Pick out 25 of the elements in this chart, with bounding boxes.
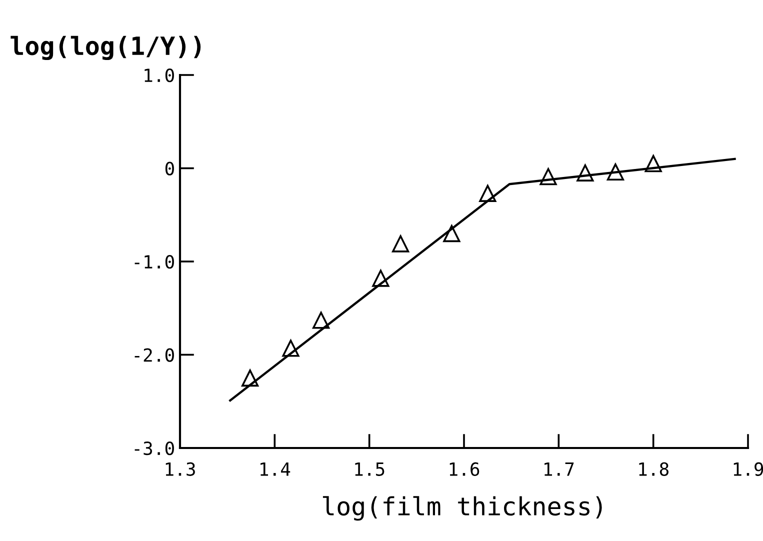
x-tick-label: 1.9 xyxy=(734,462,763,476)
point xyxy=(312,312,330,329)
y-tick-label: -3.0 xyxy=(134,442,174,456)
point xyxy=(443,224,460,242)
point xyxy=(606,163,624,181)
y-tick-label: 1.0 xyxy=(144,68,174,82)
x-tick-label: 1.3 xyxy=(166,462,195,476)
point xyxy=(372,270,390,287)
point xyxy=(242,370,259,387)
x-tick-label: 1.8 xyxy=(639,462,668,476)
y-tick-label: -1.0 xyxy=(134,255,174,269)
point xyxy=(392,235,410,252)
y-tick-label: -2.0 xyxy=(134,348,174,362)
y-axis-title: log(log(1/Y)) xyxy=(10,36,201,60)
x-tick-label: 1.5 xyxy=(355,462,384,476)
x-tick-label: 1.6 xyxy=(450,462,480,476)
x-axis-title: log(film thickness) xyxy=(322,496,602,521)
point xyxy=(540,168,557,186)
point xyxy=(479,184,496,202)
x-tick-label: 1.4 xyxy=(260,462,290,476)
x-tick-label: 1.7 xyxy=(544,462,574,476)
point xyxy=(644,155,662,172)
point xyxy=(282,340,300,357)
point xyxy=(576,164,594,182)
y-tick-label: 0 xyxy=(165,162,174,176)
